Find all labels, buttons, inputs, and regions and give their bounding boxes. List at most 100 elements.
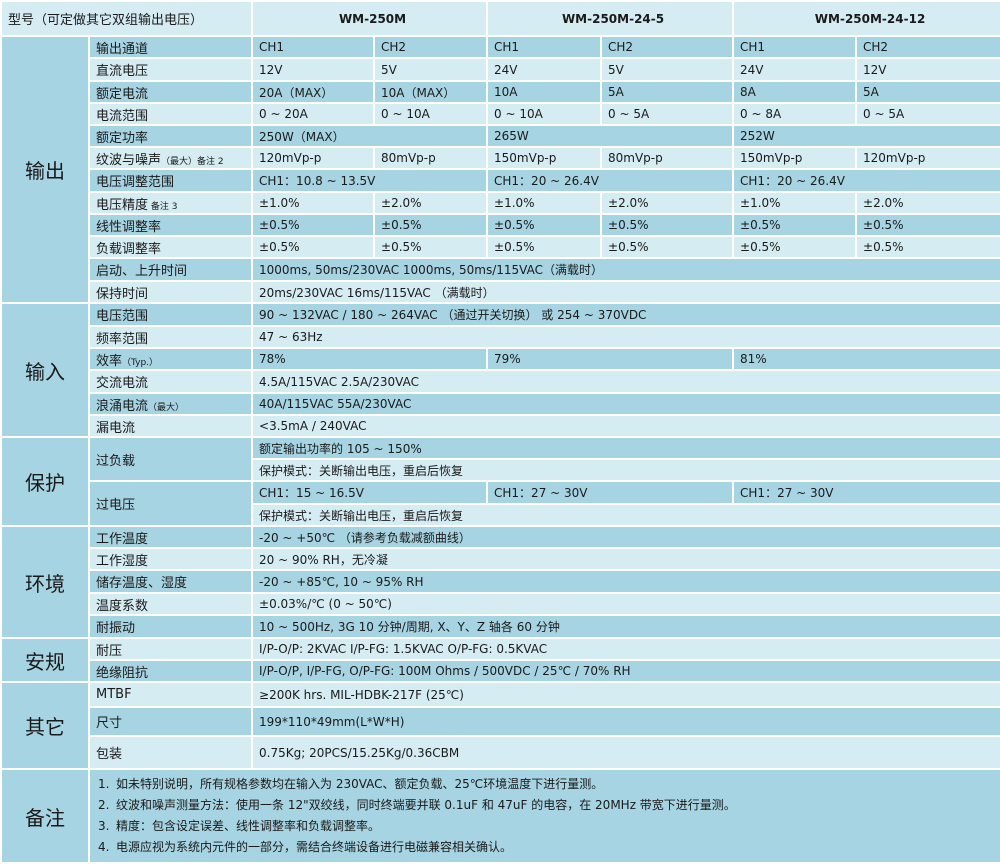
model-name: WM-250M xyxy=(251,0,489,37)
parameter-label: 耐压 xyxy=(87,637,254,661)
spec-value: CH1：27 ~ 30V xyxy=(732,480,1000,505)
spec-value: ±2.0% xyxy=(855,191,1000,215)
spec-row: 额定功率 250W（MAX） 265W 252W xyxy=(1,124,1000,148)
spec-row: 安规 耐压 I/P-O/P: 2KVAC I/P-FG: 1.5KVAC O/P-F… xyxy=(0,637,1000,683)
parameter-label: 温度系数 xyxy=(87,592,254,616)
spec-value: 20ms/230VAC 16ms/115VAC （满载时） xyxy=(251,280,1000,304)
note-item: 3. 精度：包含设定误差、线性调整率和负载调整率。 xyxy=(98,816,992,837)
note-number: 2. xyxy=(98,798,110,812)
parameter-name: 额定电流 xyxy=(96,86,149,102)
spec-value: ±2.0% xyxy=(600,191,735,215)
parameter-name: 电压精度 xyxy=(96,197,149,213)
parameter-label: 尺寸 xyxy=(87,706,254,737)
parameter-label: 电压调整范围 xyxy=(87,168,254,193)
parameter-name: 工作湿度 xyxy=(96,553,149,569)
parameter-label: 储存温度、湿度 xyxy=(87,569,254,594)
parameter-label: 漏电流 xyxy=(87,414,254,438)
parameter-label: 耐振动 xyxy=(87,614,254,639)
parameter-label: 过电压 xyxy=(87,480,254,527)
spec-row: 保护模式：关断输出电压，重启后恢复 xyxy=(1,503,1000,527)
spec-value: 5A xyxy=(855,80,1000,104)
spec-value: 0 ~ 5A xyxy=(855,102,1000,126)
spec-value: 78% xyxy=(251,347,489,371)
spec-value: ±0.5% xyxy=(600,213,735,237)
spec-value: 20 ~ 90% RH，无冷凝 xyxy=(251,547,1000,571)
spec-value: ±0.5% xyxy=(855,235,1000,259)
parameter-name: 启动、上升时间 xyxy=(96,264,188,279)
parameter-name: 包装 xyxy=(96,747,123,762)
spec-row: 绝缘阻抗 I/P-O/P, I/P-FG, O/P-FG: 100M Ohms /… xyxy=(1,659,1000,683)
spec-value: I/P-O/P, I/P-FG, O/P-FG: 100M Ohms / 500… xyxy=(251,659,1000,683)
spec-value: ±2.0% xyxy=(373,191,489,215)
spec-value: CH2 xyxy=(600,35,735,59)
spec-value: 265W xyxy=(486,124,735,148)
spec-value: CH1 xyxy=(732,35,858,59)
spec-value: 额定输出功率的 105 ~ 150% xyxy=(251,436,1000,460)
parameter-label: MTBF xyxy=(87,681,254,708)
parameter-label: 输出通道 xyxy=(87,35,254,59)
section-label: 输入 xyxy=(0,302,90,438)
parameter-name: 保持时间 xyxy=(96,286,149,302)
spec-value: 5V xyxy=(600,57,735,82)
parameter-note: （最大） xyxy=(148,402,185,413)
parameter-name: 电压调整范围 xyxy=(96,175,175,190)
parameter-label: 工作温度 xyxy=(87,525,254,549)
parameter-name: 输出通道 xyxy=(96,41,149,57)
spec-value: 252W xyxy=(732,124,1000,148)
spec-value: 24V xyxy=(486,57,603,82)
spec-value: ±0.5% xyxy=(373,213,489,237)
spec-row: 直流电压 12V 5V 24V 5V 24V 12V xyxy=(1,57,1000,82)
spec-row: 浪涌电流（最大） 40A/115VAC 55A/230VAC xyxy=(1,392,1000,416)
parameter-name: 电压范围 xyxy=(96,309,149,324)
spec-value: 保护模式：关断输出电压，重启后恢复 xyxy=(251,503,1000,527)
note-item: 2. 纹波和噪声测量方法：使用一条 12"双绞线，同时终端要并联 0.1uF 和 … xyxy=(98,795,992,816)
header-row: 型号（可定做其它双组输出电压） WM-250M WM-250M-24-5 WM-… xyxy=(0,0,1000,37)
spec-value: ±1.0% xyxy=(486,191,603,215)
note-text: 如未特别说明，所有规格参数均在输入为 230VAC、额定负载、25℃环境温度下进… xyxy=(116,777,604,791)
spec-value: 12V xyxy=(855,57,1000,82)
spec-value: 8A xyxy=(732,80,858,104)
parameter-name: 工作温度 xyxy=(96,531,149,547)
parameter-label: 包装 xyxy=(87,735,254,770)
spec-value: 90 ~ 132VAC / 180 ~ 264VAC （通过开关切换） 或 25… xyxy=(251,302,1000,327)
notes-label: 备注 xyxy=(0,768,90,864)
spec-value: CH1：20 ~ 26.4V xyxy=(486,168,735,193)
spec-value: CH1：27 ~ 30V xyxy=(486,480,735,505)
model-header-label: 型号（可定做其它双组输出电压） xyxy=(0,0,254,37)
spec-value: CH1：15 ~ 16.5V xyxy=(251,480,489,505)
spec-row: 频率范围 47 ~ 63Hz xyxy=(1,325,1000,349)
note-text: 纹波和噪声测量方法：使用一条 12"双绞线，同时终端要并联 0.1uF 和 47… xyxy=(116,798,736,812)
spec-value: CH1 xyxy=(486,35,603,59)
spec-row: 负载调整率 ±0.5% ±0.5% ±0.5% ±0.5% ±0.5% ±0.5% xyxy=(1,235,1000,259)
spec-row: 其它 MTBF ≥200K hrs. MIL-HDBK-217F (25℃) xyxy=(0,681,1000,770)
note-text: 精度：包含设定误差、线性调整率和负载调整率。 xyxy=(116,819,381,833)
parameter-name: 过电压 xyxy=(96,498,136,513)
parameter-label: 负载调整率 xyxy=(87,235,254,259)
spec-value: ±0.5% xyxy=(600,235,735,259)
parameter-label: 启动、上升时间 xyxy=(87,257,254,282)
note-item: 4. 电源应视为系统内元件的一部分，需结合终端设备进行电磁兼容相关确认。 xyxy=(98,837,992,858)
spec-value: ±0.5% xyxy=(486,213,603,237)
spec-value: ±0.5% xyxy=(251,235,376,259)
spec-value: 80mVp-p xyxy=(373,146,489,170)
section-label: 环境 xyxy=(0,525,90,639)
spec-value: 0.75Kg; 20PCS/15.25Kg/0.36CBM xyxy=(251,735,1000,770)
spec-value: ±0.03%/℃ (0 ~ 50℃) xyxy=(251,592,1000,616)
spec-value: 4.5A/115VAC 2.5A/230VAC xyxy=(251,369,1000,394)
parameter-label: 电压范围 xyxy=(87,302,254,327)
spec-value: 0 ~ 5A xyxy=(600,102,735,126)
section-label: 其它 xyxy=(0,681,90,770)
parameter-name: 交流电流 xyxy=(96,376,149,391)
spec-value: ±1.0% xyxy=(251,191,376,215)
spec-value: 0 ~ 20A xyxy=(251,102,376,126)
spec-value: 81% xyxy=(732,347,1000,371)
spec-value: 250W（MAX） xyxy=(251,124,489,148)
spec-row: 保护模式：关断输出电压，重启后恢复 xyxy=(1,458,1000,482)
spec-row: 效率（Typ.） 78% 79% 81% xyxy=(1,347,1000,371)
spec-row: 温度系数 ±0.03%/℃ (0 ~ 50℃) xyxy=(1,592,1000,616)
model-name: WM-250M-24-12 xyxy=(732,0,1000,37)
spec-value: 80mVp-p xyxy=(600,146,735,170)
spec-value: 0 ~ 8A xyxy=(732,102,858,126)
parameter-label: 纹波与噪声（最大）备注 2 xyxy=(87,146,254,170)
